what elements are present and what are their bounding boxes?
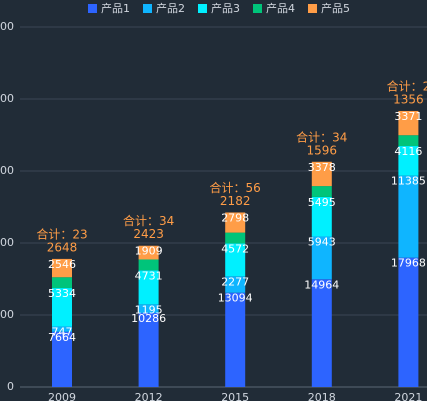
data-label: 4116: [394, 145, 422, 158]
data-label: 747: [52, 325, 73, 338]
bar-segment: [398, 175, 419, 258]
bar-segment: [311, 196, 332, 237]
data-label: 3378: [308, 161, 336, 174]
x-tick-label: 2018: [308, 391, 336, 401]
total-label: 1596: [307, 143, 338, 157]
bar-segment: [138, 304, 159, 313]
bar-segment: [225, 232, 246, 244]
legend-label: 产品2: [156, 1, 185, 15]
bar-segment: [398, 135, 419, 147]
legend-swatch: [143, 4, 152, 13]
total-label: 2423: [133, 227, 164, 241]
data-label: 2798: [221, 211, 249, 224]
bar-segment: [138, 270, 159, 305]
y-tick-label: 30000: [0, 164, 14, 177]
bar-segment: [52, 331, 72, 387]
legend-label: 产品4: [266, 1, 295, 15]
total-label: 合计：23: [36, 226, 87, 241]
bar-segment: [398, 146, 419, 176]
legend-swatch: [253, 4, 262, 13]
bar-segment: [398, 257, 419, 387]
y-tick-label: 0: [7, 380, 14, 393]
data-label: 14964: [304, 278, 339, 291]
bar-segment: [311, 161, 332, 187]
y-tick-label: 40000: [0, 92, 14, 105]
total-label: 合计：34: [296, 129, 347, 144]
data-label: 10286: [131, 312, 166, 325]
total-label: 1356: [393, 92, 424, 106]
data-label: 11385: [391, 175, 426, 188]
bar-segment: [138, 259, 159, 271]
bar-segment: [311, 279, 332, 387]
data-label: 7664: [48, 331, 76, 344]
bar-segment: [398, 110, 419, 136]
total-label: 2648: [47, 240, 78, 254]
data-label: 4572: [221, 242, 249, 255]
x-tick-label: 2012: [135, 391, 163, 401]
x-tick-label: 2015: [221, 391, 249, 401]
x-tick-label: 2009: [48, 391, 76, 401]
bar-segment: [52, 326, 72, 332]
bar-segment: [225, 292, 246, 387]
data-label: 2277: [221, 275, 249, 288]
data-label: 5334: [48, 287, 76, 300]
bar-segment: [225, 276, 246, 293]
x-tick-label: 2021: [394, 391, 422, 401]
bar-segment: [311, 186, 332, 197]
data-label: 3371: [394, 110, 422, 123]
bar-segment: [52, 288, 72, 327]
y-tick-label: 50000: [0, 20, 14, 33]
data-label: 5943: [308, 235, 336, 248]
data-label: 1195: [135, 303, 163, 316]
bar-segment: [138, 312, 159, 387]
bar-segment: [225, 243, 246, 277]
legend-swatch: [88, 4, 97, 13]
total-label: 合计：34: [123, 213, 174, 228]
bar-segment: [225, 212, 246, 233]
bar-segment: [138, 245, 159, 260]
y-tick-label: 10000: [0, 308, 14, 321]
data-label: 2546: [48, 258, 76, 271]
bar-segment: [52, 258, 72, 278]
bar-segment: [311, 236, 332, 280]
data-label: 17968: [391, 257, 426, 270]
data-label: 5495: [308, 196, 336, 209]
legend-swatch: [198, 4, 207, 13]
data-label: 4731: [135, 269, 163, 282]
legend-label: 产品1: [101, 1, 130, 15]
legend-swatch: [308, 4, 317, 13]
bar-segment: [52, 277, 72, 289]
legend-label: 产品5: [321, 1, 350, 15]
total-label: 合计：56: [210, 180, 261, 195]
total-label: 合计：2: [387, 78, 427, 93]
total-label: 2182: [220, 194, 251, 208]
y-tick-label: 20000: [0, 236, 14, 249]
data-label: 1909: [135, 245, 163, 258]
data-label: 13094: [218, 292, 253, 305]
legend-label: 产品3: [211, 1, 240, 15]
